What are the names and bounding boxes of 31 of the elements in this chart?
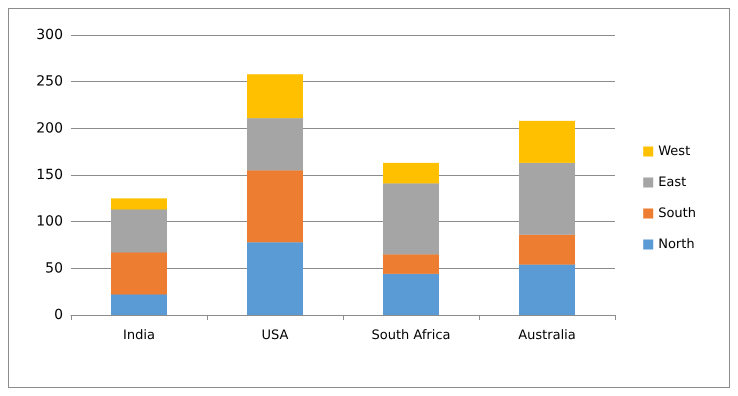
bar — [383, 254, 439, 274]
y-tick-label: 250 — [36, 74, 63, 90]
bar — [111, 294, 167, 315]
x-tick-label: Australia — [518, 328, 576, 343]
y-tick-label: 150 — [36, 167, 63, 183]
bar — [519, 162, 575, 235]
x-tick-label: India — [123, 328, 155, 343]
y-tick-label: 200 — [36, 120, 63, 136]
legend-label: East — [658, 175, 686, 190]
x-tick-label: USA — [262, 328, 289, 343]
bar — [247, 118, 303, 170]
x-tick-label: South Africa — [372, 328, 450, 343]
legend-label: North — [658, 237, 695, 252]
bar — [519, 120, 575, 163]
bar — [111, 198, 167, 210]
bar — [247, 242, 303, 315]
y-tick-label: 100 — [36, 214, 63, 230]
bar — [383, 162, 439, 184]
bar — [111, 210, 167, 252]
bar — [111, 252, 167, 294]
bar — [519, 264, 575, 315]
bar — [247, 170, 303, 242]
bar — [383, 274, 439, 315]
y-tick-label: 50 — [45, 260, 63, 276]
y-tick-label: 300 — [36, 27, 63, 43]
bar — [383, 183, 439, 254]
legend-label: West — [658, 144, 690, 159]
legend-label: South — [658, 206, 696, 221]
bar — [247, 74, 303, 118]
y-tick-label: 0 — [54, 307, 63, 323]
bar — [519, 234, 575, 265]
